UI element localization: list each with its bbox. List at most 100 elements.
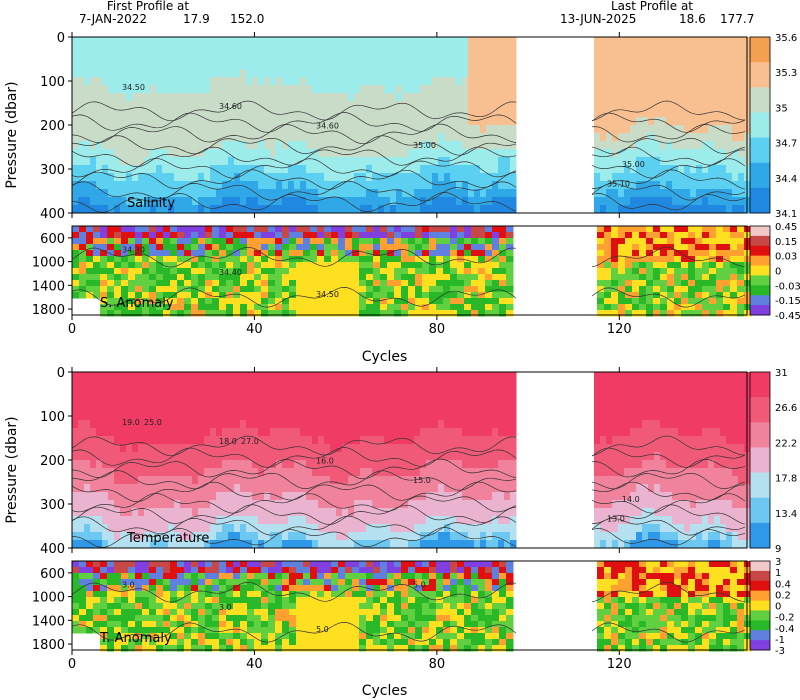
data-gap [518,36,592,214]
colorbar-tick-label: 0 [775,267,781,278]
x-tick-label: 0 [68,322,76,337]
contour-label: 3.0 [219,603,232,612]
panel-temperature: 19.0 18.0 16.0 15.0 14.0 13.0 25.0 27.0 0 100 200 3… [4,366,797,557]
colorbar-swatch [750,255,770,267]
contour-label: 34.30 [122,246,145,255]
colorbar-swatch [750,630,770,641]
y-axis-label: Pressure (dbar) [4,416,20,523]
contour-lines [71,246,746,308]
x-tick-label: 120 [607,657,632,672]
contour-label: 34.60 [316,122,339,131]
panel-salinity: 34.50 34.60 34.60 35.00 35.00 35.10 0 100 200 300… [4,31,797,222]
colorbar-swatch [750,137,770,164]
panel-label: T. Anomaly [99,631,172,646]
colorbar-tick-label: -0.45 [775,311,800,322]
y-tick-label: 1000 [32,591,65,606]
colorbar-swatch [750,640,770,651]
plot-frame [71,560,748,651]
y-tick-label: 100 [40,75,65,90]
colorbar-tick-label: 17.8 [775,474,797,485]
colorbar: 310.40.20-0.2-0.4-1-3 [749,557,795,657]
colorbar-tick-label: -0.15 [775,296,800,307]
colorbar-swatch [750,265,770,276]
contour-label: 19.0 [122,418,140,427]
contour-label: 5.0 [316,625,329,634]
data-gap [518,560,592,651]
y-tick-label: 200 [40,119,65,134]
colorbar-swatch [750,590,770,602]
contour-label: 25.0 [144,418,162,427]
field-cells [72,372,751,549]
x-axis-label: Cycles [362,349,408,365]
colorbar-swatch [750,37,770,63]
last-profile-lon: 177.7 [720,12,754,26]
colorbar-swatch [750,305,770,316]
first-profile-lon: 152.0 [230,12,264,26]
colorbar-swatch [750,620,770,631]
colorbar-tick-label: -0.03 [775,281,800,292]
colorbar-swatch [750,561,770,572]
field-cells [72,37,751,214]
colorbar-swatch [750,372,770,398]
panel-label: Temperature [126,531,209,546]
x-axis-label: Cycles [362,683,408,699]
colorbar-tick-label: 0.15 [775,237,797,248]
contour-label: 5.0 [413,581,426,590]
colorbar-tick-label: 26.6 [775,403,797,414]
contour-label: 18.0 [219,437,237,446]
y-tick-label: 100 [40,410,65,425]
colorbar-swatch [750,112,770,139]
colorbar-swatch [750,162,770,189]
first-profile-lat: 17.9 [183,12,210,26]
colorbar-tick-label: 0.03 [775,252,797,263]
y-tick-label: 1800 [32,303,65,318]
contour-label: 34.50 [122,83,145,92]
panel-label: Salinity [127,196,175,211]
x-tick-label: 120 [607,322,632,337]
colorbar-tick-label: -3 [775,646,785,657]
colorbar-swatch [750,187,770,214]
field-cells [72,226,752,317]
panel-label: S. Anomaly [100,296,174,311]
colorbar-tick-label: 34.7 [775,139,797,150]
data-gap [518,371,592,549]
colorbar-tick-label: -0.2 [775,613,795,624]
first-profile-label: First Profile at [107,0,190,13]
contour-lines [71,435,746,548]
colorbar-swatch [750,447,770,474]
colorbar-swatch [750,422,770,448]
colorbar: 31 26.6 22.2 17.8 13.4 9 [749,368,797,555]
colorbar-tick-label: 1 [775,568,781,579]
contour-label: 3.0 [122,581,135,590]
colorbar-tick-label: -0.4 [775,624,795,635]
colorbar-swatch [750,397,770,423]
x-tick-label: 80 [429,657,446,672]
colorbar-tick-label: 0.4 [775,579,791,590]
colorbar-tick-label: 35.6 [775,33,797,44]
y-tick-label: 1400 [32,279,65,294]
colorbar-tick-label: 3 [775,557,781,568]
contour-label: 35.00 [413,141,436,150]
colorbar-swatch [750,610,770,621]
colorbar-tick-label: 0 [775,602,781,613]
contour-label: 35.00 [622,160,645,169]
plot-frame [71,225,748,316]
colorbar-swatch [750,235,770,247]
colorbar-swatch [750,245,770,257]
y-axis-label: Pressure (dbar) [4,81,20,188]
contour-label: 35.10 [607,180,630,189]
colorbar-swatch [750,600,770,611]
colorbar-tick-label: 31 [775,368,788,379]
colorbar-swatch [750,275,770,286]
colorbar-swatch [750,62,770,88]
colorbar: 0.45 0.15 0.03 0 -0.03 -0.15 -0.45 [749,222,800,322]
contour-label: 34.40 [219,268,242,277]
colorbar-tick-label: 34.4 [775,174,797,185]
x-tick-label: 40 [246,657,263,672]
first-profile-date: 7-JAN-2022 [79,12,147,26]
last-profile-date: 13-JUN-2025 [560,12,636,26]
contour-label: 34.50 [316,290,339,299]
y-tick-label: 400 [40,542,65,557]
colorbar-tick-label: 22.2 [775,438,797,449]
